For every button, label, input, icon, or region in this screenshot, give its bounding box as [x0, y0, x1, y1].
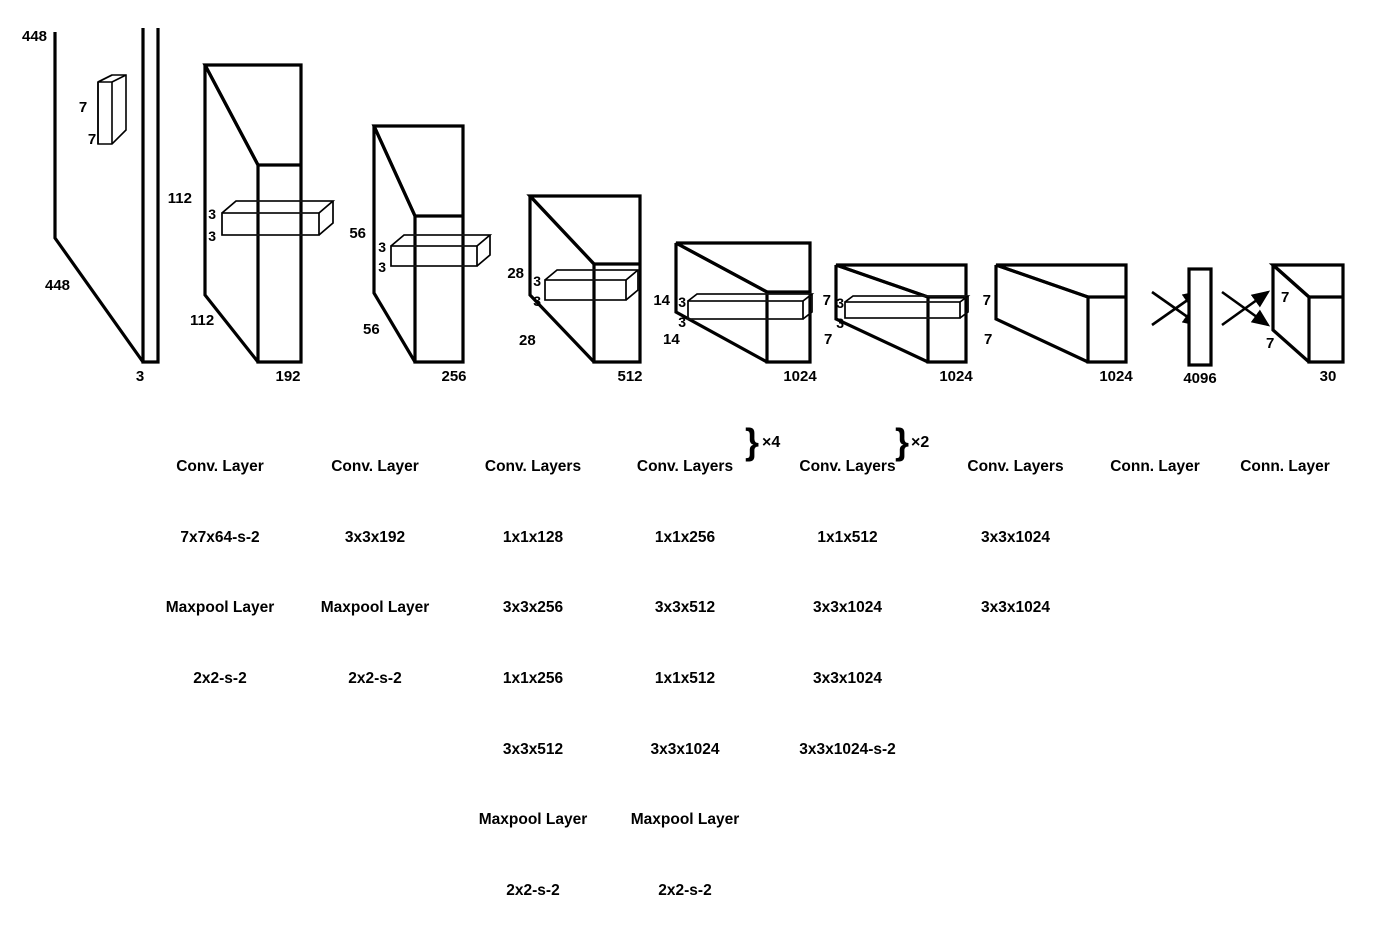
caption-line: 7x7x64-s-2 [180, 528, 260, 546]
volume-conv2-output [371, 124, 465, 364]
fc-connection-arrows-2 [1221, 290, 1271, 327]
caption-line: Conv. Layer [176, 458, 264, 476]
caption-line: Maxpool Layer [478, 811, 588, 829]
caption-line: Conv. Layers [636, 458, 734, 476]
dim-conv4-width: 14 [663, 331, 680, 348]
kernel-7x7 [97, 74, 127, 145]
volume-input-image [53, 28, 160, 364]
caption-line: 3x3x512 [654, 599, 716, 617]
dim-input-width: 448 [45, 277, 70, 294]
volume-conv3-output [526, 194, 642, 364]
dim-conv4-depth: 1024 [783, 368, 817, 385]
volume-conv4-output [674, 241, 812, 364]
dim-conv2-height: 56 [349, 225, 366, 242]
caption-line: 3x3x1024 [981, 528, 1050, 546]
caption-line: 3x3x192 [344, 528, 406, 546]
dim-conv6-width: 7 [984, 331, 992, 348]
dim-fc2-height: 7 [1281, 289, 1289, 306]
kernel-3-conv5-b: 3 [836, 315, 844, 331]
dim-conv1-height: 112 [168, 190, 192, 207]
caption-line: 3x3x1024 [650, 740, 720, 758]
caption-stage-2: Conv. Layer 3x3x192 Maxpool Layer 2x2-s-… [295, 408, 455, 714]
caption-line: 2x2-s-2 [658, 881, 712, 899]
dim-conv5-depth: 1024 [939, 368, 973, 385]
caption-line: Maxpool Layer [630, 811, 740, 829]
repeat-multiplier-stage-5: ×2 [911, 434, 930, 451]
yolo-architecture-figure: 448 448 3 7 7 112 112 192 3 3 56 5 [22, 28, 1355, 899]
repeat-brace-stage-5: } [895, 421, 910, 462]
architecture-svg: 448 448 3 7 7 112 112 192 3 3 56 5 [22, 28, 1345, 387]
caption-line: 1x1x128 [502, 528, 564, 546]
caption-line: 3x3x1024 [813, 670, 882, 688]
repeat-multiplier-stage-4: ×4 [762, 434, 781, 451]
kernel-3-conv4-a: 3 [678, 294, 686, 310]
dim-input-height: 448 [22, 28, 47, 45]
dim-conv5-height: 7 [823, 292, 831, 309]
dim-conv3-depth: 512 [617, 368, 642, 385]
dim-conv5-width: 7 [824, 331, 832, 348]
volume-conv6-output [994, 263, 1128, 364]
kernel-3x3-conv5 [844, 295, 971, 319]
caption-stage-1: Conv. Layer 7x7x64-s-2 Maxpool Layer 2x2… [140, 408, 300, 714]
caption-line: 1x1x256 [654, 528, 716, 546]
dim-conv3-height: 28 [507, 265, 524, 282]
caption-line: Conv. Layers [484, 458, 582, 476]
kernel-3x3-conv4 [687, 293, 815, 320]
dim-conv6-depth: 1024 [1099, 368, 1133, 385]
dim-conv2-depth: 256 [441, 368, 466, 385]
caption-line: Maxpool Layer [165, 599, 275, 617]
caption-line: Conv. Layer [331, 458, 419, 476]
dim-conv4-height: 14 [653, 292, 670, 309]
kernel-3x3-conv2 [390, 234, 493, 267]
volume-fc2-output [1268, 263, 1345, 364]
caption-stage-8: Conn. Layer [1215, 408, 1355, 502]
caption-line: 1x1x512 [817, 528, 878, 546]
kernel-3-conv5-a: 3 [836, 295, 844, 311]
dim-input-depth: 3 [136, 368, 144, 385]
caption-line: 1x1x512 [654, 670, 716, 688]
caption-stage-4: Conv. Layers 1x1x256 3x3x512 1x1x512 3x3… [610, 408, 760, 926]
caption-line: 3x3x1024 [813, 599, 882, 617]
kernel-3-conv1-a: 3 [208, 206, 216, 222]
caption-stage-7: Conn. Layer [1085, 408, 1225, 502]
volume-conv5-output [834, 263, 968, 364]
kernel-3-conv1-b: 3 [208, 228, 216, 244]
dim-fc2-width: 7 [1266, 335, 1274, 352]
volume-fc1-output [1187, 267, 1213, 367]
caption-line: Conv. Layers [967, 458, 1064, 476]
kernel-7-label-a: 7 [79, 99, 87, 116]
caption-line: 3x3x256 [502, 599, 564, 617]
dim-conv2-width: 56 [363, 321, 380, 338]
caption-line: 3x3x512 [502, 740, 564, 758]
caption-line: Conn. Layer [1240, 458, 1330, 476]
caption-line: 2x2-s-2 [348, 670, 402, 688]
caption-line: 3x3x1024 [981, 599, 1050, 617]
repeat-brace-stage-4: } [745, 421, 760, 462]
caption-line: Conn. Layer [1110, 458, 1200, 476]
kernel-3-conv3-b: 3 [533, 293, 541, 309]
kernel-3-conv3-a: 3 [533, 273, 541, 289]
kernel-3-conv2-a: 3 [378, 239, 386, 255]
kernel-3-conv2-b: 3 [378, 259, 386, 275]
caption-stage-6: Conv. Layers 3x3x1024 3x3x1024 [938, 408, 1093, 643]
dim-fc1-size: 4096 [1183, 370, 1216, 387]
dim-conv6-height: 7 [983, 292, 991, 309]
caption-stage-3: Conv. Layers 1x1x128 3x3x256 1x1x256 3x3… [450, 408, 616, 926]
kernel-7-label-b: 7 [88, 131, 96, 148]
kernel-3-conv4-b: 3 [678, 314, 686, 330]
caption-stage-5: Conv. Layers 1x1x512 3x3x1024 3x3x1024 3… [770, 408, 925, 785]
dim-fc2-depth: 30 [1320, 368, 1337, 385]
caption-line: 1x1x256 [502, 670, 564, 688]
caption-line: Conv. Layers [799, 458, 896, 476]
caption-line: 2x2-s-2 [193, 670, 247, 688]
caption-line: Maxpool Layer [320, 599, 430, 617]
dim-conv3-width: 28 [519, 332, 536, 349]
kernel-3x3-conv1 [221, 200, 336, 236]
dim-conv1-width: 112 [190, 312, 214, 329]
caption-line: 3x3x1024-s-2 [799, 740, 896, 758]
caption-line: 2x2-s-2 [506, 881, 560, 899]
dim-conv1-depth: 192 [275, 368, 300, 385]
kernel-3x3-conv3 [544, 269, 641, 301]
